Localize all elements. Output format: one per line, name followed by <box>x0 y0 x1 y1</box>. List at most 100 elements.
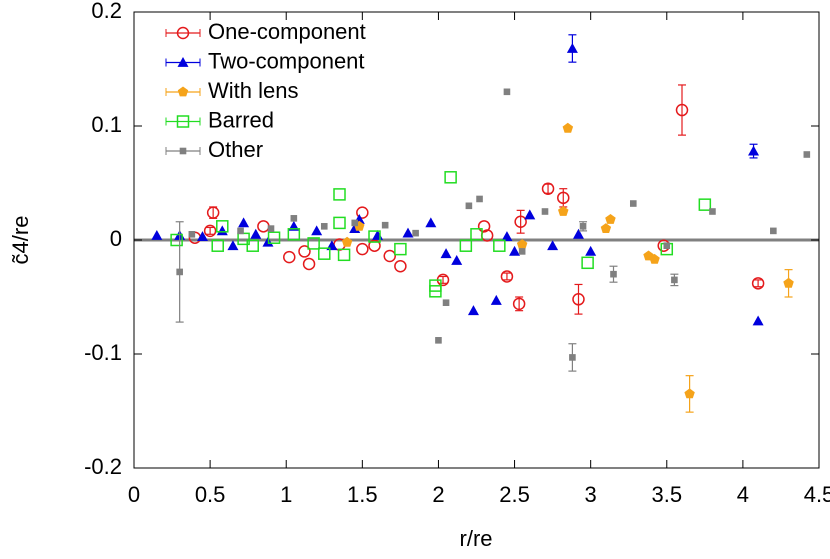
x-tick-label: 3 <box>585 482 597 507</box>
marker <box>509 245 521 256</box>
x-tick-label: 4.5 <box>804 482 830 507</box>
marker <box>629 200 637 207</box>
marker <box>356 242 369 256</box>
marker <box>211 239 224 252</box>
marker <box>467 305 479 316</box>
marker <box>803 151 811 158</box>
marker <box>429 279 442 292</box>
marker <box>257 220 270 233</box>
marker <box>151 229 163 240</box>
marker <box>557 191 570 205</box>
marker <box>440 248 452 259</box>
marker <box>188 231 196 238</box>
marker <box>238 217 250 228</box>
y-axis-label: c̃4/re <box>8 216 33 265</box>
marker <box>333 188 346 201</box>
series <box>341 122 794 413</box>
marker <box>503 88 511 96</box>
y-tick-label: -0.2 <box>84 454 122 479</box>
marker <box>477 220 491 233</box>
marker <box>783 277 794 288</box>
x-tick-label: 0 <box>128 482 140 507</box>
marker <box>500 270 514 283</box>
x-tick-label: 0.5 <box>195 482 226 507</box>
marker <box>752 315 764 326</box>
series <box>151 34 764 326</box>
marker <box>476 195 483 203</box>
error-bar <box>206 226 215 235</box>
marker <box>684 388 695 399</box>
marker <box>572 228 584 239</box>
marker <box>605 214 616 224</box>
marker <box>368 239 381 252</box>
error-bar <box>502 272 511 281</box>
marker <box>170 233 183 247</box>
y-tick-label: 0 <box>110 226 122 251</box>
marker <box>177 57 189 67</box>
marker <box>381 221 389 229</box>
legend-label: Other <box>208 137 263 162</box>
x-tick-label: 1.5 <box>347 482 378 507</box>
marker <box>246 239 259 252</box>
y-tick-label: 0.1 <box>91 112 122 137</box>
error-bar <box>559 188 568 208</box>
marker <box>465 202 473 210</box>
marker <box>748 145 760 156</box>
marker <box>516 239 528 249</box>
marker <box>585 245 597 256</box>
marker <box>518 248 526 255</box>
marker <box>298 245 311 258</box>
y-tick-label: 0.2 <box>91 0 122 23</box>
marker <box>383 249 396 263</box>
marker <box>341 236 353 247</box>
marker <box>206 206 220 219</box>
x-tick-label: 2.5 <box>499 482 530 507</box>
marker <box>412 229 419 237</box>
marker <box>558 206 569 216</box>
marker <box>356 206 369 219</box>
marker <box>290 215 298 222</box>
marker <box>490 294 502 305</box>
legend-item: Other <box>165 137 263 162</box>
error-bar <box>754 279 763 288</box>
legend-item: Two-component <box>165 48 365 73</box>
legend-item: With lens <box>165 78 298 103</box>
marker <box>600 223 612 233</box>
marker <box>547 240 559 251</box>
marker <box>250 228 262 239</box>
marker <box>307 237 320 250</box>
marker <box>649 253 660 264</box>
marker <box>698 198 712 211</box>
marker <box>216 225 228 236</box>
marker <box>197 231 208 241</box>
marker <box>444 171 457 184</box>
marker <box>311 225 323 236</box>
marker <box>675 103 689 117</box>
marker <box>283 250 296 264</box>
series <box>170 171 712 298</box>
marker <box>176 26 190 40</box>
legend-label: One-component <box>208 19 366 44</box>
x-tick-label: 2 <box>432 482 444 507</box>
legend-item: Barred <box>165 107 274 132</box>
marker <box>581 256 594 270</box>
x-axis-label: r/re <box>460 526 493 551</box>
marker <box>333 216 346 230</box>
marker <box>351 219 359 227</box>
error-bar <box>516 209 525 234</box>
marker <box>610 270 617 278</box>
marker <box>663 242 671 249</box>
marker <box>572 293 585 306</box>
marker <box>267 225 275 232</box>
marker <box>709 208 716 215</box>
marker <box>541 208 549 215</box>
marker <box>562 122 574 133</box>
marker <box>435 337 442 344</box>
error-bar <box>544 183 553 194</box>
marker <box>493 239 506 252</box>
marker <box>402 227 414 238</box>
marker <box>267 231 281 244</box>
legend-label: Barred <box>208 107 274 132</box>
error-bar <box>515 296 524 312</box>
